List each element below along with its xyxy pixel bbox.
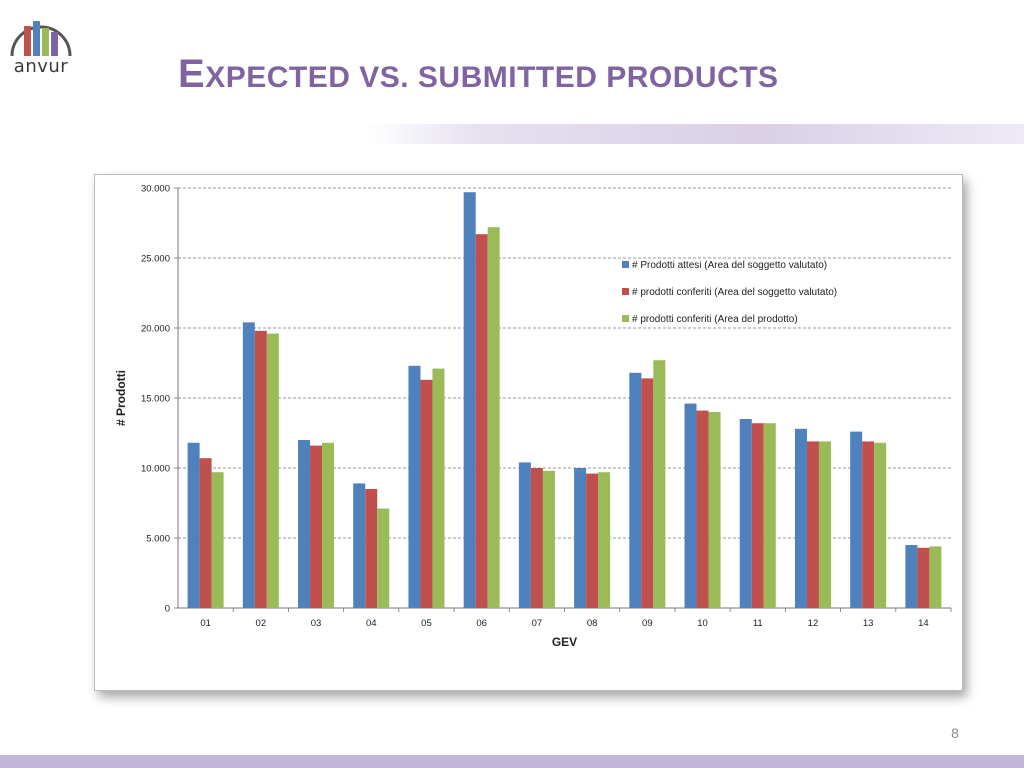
bar-series-1-12: [794, 428, 807, 608]
legend-swatch: [622, 315, 629, 322]
bar-series-3-03: [322, 442, 335, 608]
slide-number: 8: [951, 725, 959, 741]
x-tick-label: 03: [311, 618, 322, 629]
bar-series-1-04: [353, 483, 366, 608]
bar-series-2-14: [917, 547, 930, 608]
bar-series-1-07: [518, 462, 531, 608]
bar-series-2-04: [365, 489, 378, 608]
logo-bar-blue: [33, 21, 40, 56]
logo-text: anvur: [13, 56, 69, 77]
x-tick-label: 05: [421, 618, 432, 629]
bar-series-2-07: [530, 468, 543, 608]
y-tick-label: 30.000: [141, 184, 170, 195]
bar-series-2-09: [641, 378, 654, 608]
bar-series-1-11: [739, 419, 752, 608]
y-tick-label: 10.000: [141, 464, 170, 475]
bar-series-3-05: [432, 368, 445, 608]
bar-series-3-14: [929, 546, 942, 608]
logo-bar-purple: [51, 32, 58, 56]
x-tick-label: 12: [808, 618, 819, 629]
bar-series-3-07: [542, 470, 555, 608]
bar-series-2-01: [199, 458, 212, 608]
bar-series-1-09: [629, 372, 642, 608]
bar-series-2-02: [254, 330, 267, 608]
bar-series-3-11: [763, 423, 776, 608]
x-tick-label: 07: [532, 618, 543, 629]
bar-series-1-08: [574, 468, 587, 608]
bar-series-3-10: [708, 412, 721, 608]
y-tick-label: 15.000: [141, 394, 170, 405]
bar-chart: 0 5.000 10.000 15.000 20.000 25.000 30.000 01 02…: [114, 184, 952, 649]
legend-entry: # Prodotti attesi (Area del soggetto val…: [632, 260, 827, 271]
x-tick-label: 09: [642, 618, 653, 629]
y-tick-label: 25.000: [141, 254, 170, 265]
bar-series-2-12: [806, 441, 819, 608]
logo-bar-green: [42, 28, 49, 56]
bar-series-3-02: [266, 333, 279, 608]
y-tick-label: 0: [165, 604, 170, 615]
x-tick-label: 10: [697, 618, 708, 629]
bar-series-1-05: [408, 365, 421, 608]
x-tick-label: 01: [200, 618, 211, 629]
bar-series-1-13: [850, 431, 863, 608]
bar-series-1-06: [463, 192, 476, 608]
bar-series-2-13: [862, 441, 875, 608]
logo-bar-red: [24, 26, 31, 56]
logo-arc: [10, 25, 72, 57]
logo-bars: [10, 21, 72, 57]
title-initial: E: [178, 52, 206, 96]
bar-series-2-06: [475, 234, 488, 608]
x-tick-label: 14: [918, 618, 929, 629]
x-tick-label: 06: [476, 618, 487, 629]
legend-entry: # prodotti conferiti (Area del soggetto …: [632, 287, 837, 298]
bar-series-2-05: [420, 379, 433, 608]
x-tick-label: 04: [366, 618, 377, 629]
bar-series-3-13: [874, 442, 887, 608]
bar-series-2-08: [586, 473, 599, 608]
bar-series-3-09: [653, 360, 666, 608]
anvur-logo: anvur: [6, 18, 76, 78]
bar-series-1-02: [242, 322, 255, 608]
y-axis-label: # Prodotti: [114, 370, 128, 426]
bar-series-1-10: [684, 403, 697, 608]
bar-series-3-06: [487, 227, 500, 608]
y-tick-label: 20.000: [141, 324, 170, 335]
slide-title: EXPECTED VS. SUBMITTED PRODUCTS: [178, 52, 779, 97]
title-rest: XPECTED VS. SUBMITTED PRODUCTS: [205, 61, 779, 94]
bar-series-1-01: [187, 442, 200, 608]
legend-swatch: [622, 288, 629, 295]
title-decoration-band: [365, 124, 1024, 144]
bar-series-1-14: [905, 545, 918, 608]
bar-series-2-10: [696, 410, 709, 608]
y-tick-label: 5.000: [146, 534, 170, 545]
x-tick-label: 02: [256, 618, 267, 629]
bar-series-2-03: [310, 445, 323, 608]
bar-series-3-01: [211, 472, 224, 608]
x-tick-label: 13: [863, 618, 874, 629]
x-tick-label: 11: [753, 618, 763, 629]
x-tick-label: 08: [587, 618, 598, 629]
legend-swatch: [622, 261, 629, 268]
bar-series-3-04: [377, 508, 390, 608]
bottom-bar: [0, 755, 1024, 768]
bar-series-1-03: [298, 440, 311, 608]
bar-series-2-11: [751, 423, 764, 608]
legend-entry: # prodotti conferiti (Area del prodotto): [632, 314, 798, 325]
chart-frame: 0 5.000 10.000 15.000 20.000 25.000 30.000 01 02…: [94, 174, 963, 691]
bar-series-3-08: [598, 472, 611, 608]
x-axis-label: GEV: [552, 635, 577, 649]
bar-series-3-12: [818, 441, 831, 608]
